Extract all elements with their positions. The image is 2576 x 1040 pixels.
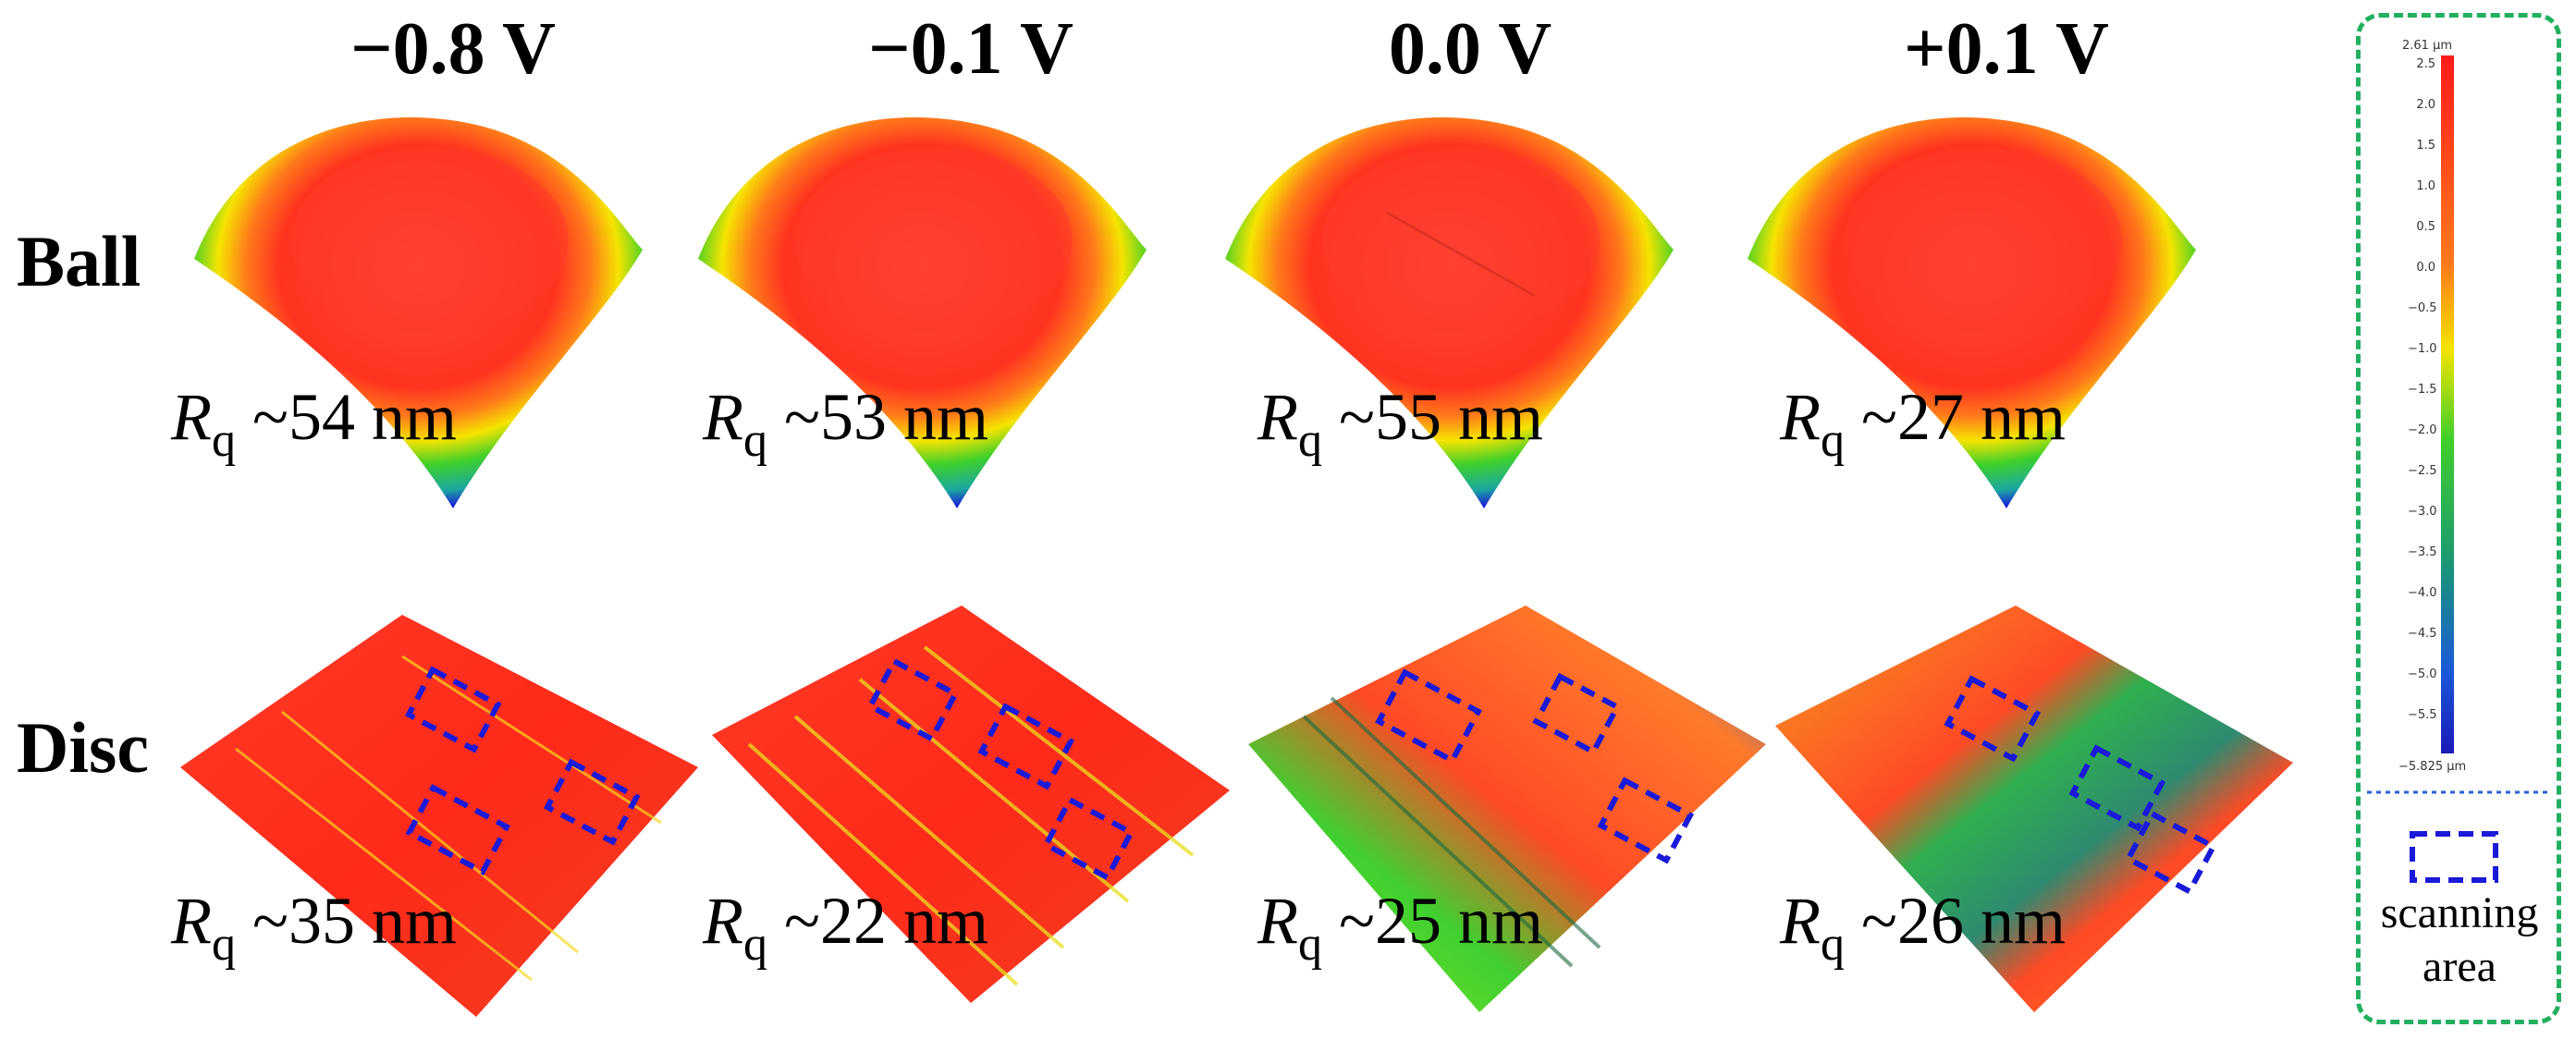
scan-area-legend-icon [2410,831,2498,883]
colorbar-max-label: 2.61 µm [2402,39,2453,53]
colorbar-tick-label: 2.5 [2416,57,2435,71]
colorbar-tick-label: 0.0 [2416,261,2435,275]
disc-roughness-4: Rq ~26 nm [1780,883,2066,971]
colorbar-tick-label: −5.5 [2408,708,2437,722]
scan-area-marker [2068,744,2166,832]
disc-roughness-2: Rq ~22 nm [703,883,988,971]
colorbar-tick-label: 1.5 [2416,139,2435,153]
row-label-ball: Ball [17,221,141,301]
rq-value: ~22 nm [783,884,988,958]
rq-subscript: q [1297,414,1322,467]
rq-symbol: R [171,380,212,454]
scan-area-marker [1944,675,2042,763]
ball-surface-4 [1748,117,2196,508]
rq-symbol: R [171,884,212,958]
column-title-3: 0.0 V [1388,8,1552,90]
rq-symbol: R [1257,884,1298,958]
rq-symbol: R [703,884,743,958]
ball-roughness-3: Rq ~55 nm [1257,379,1543,467]
rq-symbol: R [1780,380,1821,454]
ball-surface-3 [1225,117,1674,508]
colorbar-tick-label: −2.5 [2408,464,2437,478]
legend-panel [2356,13,2561,1024]
ball-roughness-2: Rq ~53 nm [703,379,988,467]
disc-surface-3 [1248,606,1766,1012]
colorbar-min-label: −5.825 µm [2398,760,2467,774]
disc-surface-4 [1775,606,2293,1012]
column-title-1: −0.8 V [350,8,556,90]
rq-symbol: R [703,380,743,454]
scan-area-marker [404,666,502,753]
rq-symbol: R [1257,380,1298,454]
rq-value: ~26 nm [1860,884,2066,958]
column-title-2: −0.1 V [868,8,1073,90]
disc-roughness-3: Rq ~25 nm [1257,883,1543,971]
rq-subscript: q [1820,918,1845,971]
rq-value: ~25 nm [1338,884,1543,958]
colorbar-tick-label: −5.0 [2408,667,2437,681]
legend-divider [2367,790,2552,794]
legend-label-line1: scanning [2380,888,2539,937]
colorbar-tick-label: −3.0 [2408,505,2437,519]
scan-area-marker [866,657,960,743]
rq-value: ~55 nm [1338,380,1543,454]
colorbar [2441,55,2454,753]
rq-subscript: q [1297,918,1322,971]
scan-area-marker [1532,672,1622,756]
ball-surface-1 [194,117,643,508]
rq-subscript: q [1820,414,1845,467]
scan-area-marker [1042,796,1135,882]
rq-subscript: q [211,918,236,971]
ball-roughness-4: Rq ~27 nm [1780,379,2066,467]
ball-roughness-1: Rq ~54 nm [171,379,457,467]
rq-value: ~53 nm [783,380,988,454]
disc-surface-1 [180,615,698,1017]
colorbar-tick-label: −4.0 [2408,586,2437,600]
colorbar-tick-label: 0.5 [2416,220,2435,234]
disc-surface-2 [712,606,1230,1003]
colorbar-tick-label: 2.0 [2416,98,2435,112]
colorbar-tick-label: −3.5 [2408,545,2437,559]
rq-subscript: q [211,414,236,467]
rq-subscript: q [742,918,767,971]
scan-area-marker [2124,810,2217,896]
colorbar-tick-label: −0.5 [2408,301,2437,315]
rq-subscript: q [742,414,767,467]
scan-area-marker [977,703,1075,790]
colorbar-tick-label: −1.5 [2408,383,2437,397]
column-title-4: +0.1 V [1904,8,2109,90]
rq-value: ~27 nm [1860,380,2066,454]
row-label-disc: Disc [17,707,149,788]
rq-symbol: R [1780,884,1821,958]
rq-value: ~54 nm [251,380,457,454]
colorbar-tick-label: −1.0 [2408,342,2437,356]
rq-value: ~35 nm [251,884,457,958]
scan-area-marker [1597,777,1695,864]
scan-area-marker [543,758,641,846]
legend-label-line2: area [2423,942,2496,991]
colorbar-tick-label: 1.0 [2416,179,2435,193]
scan-area-marker [405,784,510,876]
scan-area-marker [1375,668,1482,765]
ball-surface-2 [698,117,1147,508]
colorbar-tick-label: −4.5 [2408,627,2437,641]
colorbar-tick-label: −2.0 [2408,423,2437,437]
disc-roughness-1: Rq ~35 nm [171,883,457,971]
